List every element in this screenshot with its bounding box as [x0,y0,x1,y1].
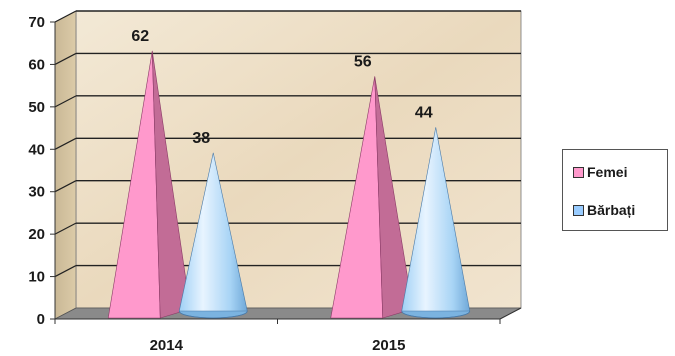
axes [50,21,522,324]
cone-face-side [151,50,191,319]
side-wall [54,10,77,320]
gridline-side [54,52,77,65]
cone-face-side [374,76,414,319]
chart-marks [107,50,471,319]
legend-label-barbati: Bărbați [587,202,636,218]
x-axis-depth-line [499,307,522,320]
x-tick-label: 2015 [372,337,405,354]
y-tick-label: 20 [28,226,45,243]
gridline-side [54,137,77,150]
cone-rim [401,310,471,319]
gridline-side [54,10,77,23]
legend-swatch-barbati [573,204,584,216]
legend-item-barbati: Bărbați [573,202,635,218]
cone-bărbați-2015 [401,127,471,319]
legend-label-femei: Femei [587,164,628,180]
data-label: 56 [354,53,372,70]
gridline-side [54,95,77,108]
legend-item-femei: Femei [573,164,627,180]
y-tick-label: 0 [37,311,45,328]
data-label: 62 [131,28,149,45]
y-tick-label: 30 [28,184,45,201]
data-label: 44 [415,104,433,121]
x-tick-label: 2014 [150,337,184,354]
y-tick-label: 50 [28,99,45,116]
chart-labels: 0 10 20 30 40 50 60 70 2014 2015 62 38 56 44 [28,14,432,354]
gridline-side [54,265,77,278]
gridline-side [54,222,77,235]
cone-body [178,152,248,312]
legend: Femei Bărbați [562,149,668,231]
cone-body [401,127,471,312]
cone-rim [178,310,248,319]
y-tick-label: 60 [28,56,45,73]
cone-femei-2015 [330,76,414,319]
cone-femei-2014 [107,50,191,319]
legend-swatch-femei [573,166,584,178]
data-label: 38 [192,130,210,147]
y-tick-label: 70 [28,14,45,31]
gridline-side [54,180,77,193]
y-tick-label: 10 [28,269,45,286]
y-tick-label: 40 [28,141,45,158]
cone-bărbați-2014 [178,152,248,319]
